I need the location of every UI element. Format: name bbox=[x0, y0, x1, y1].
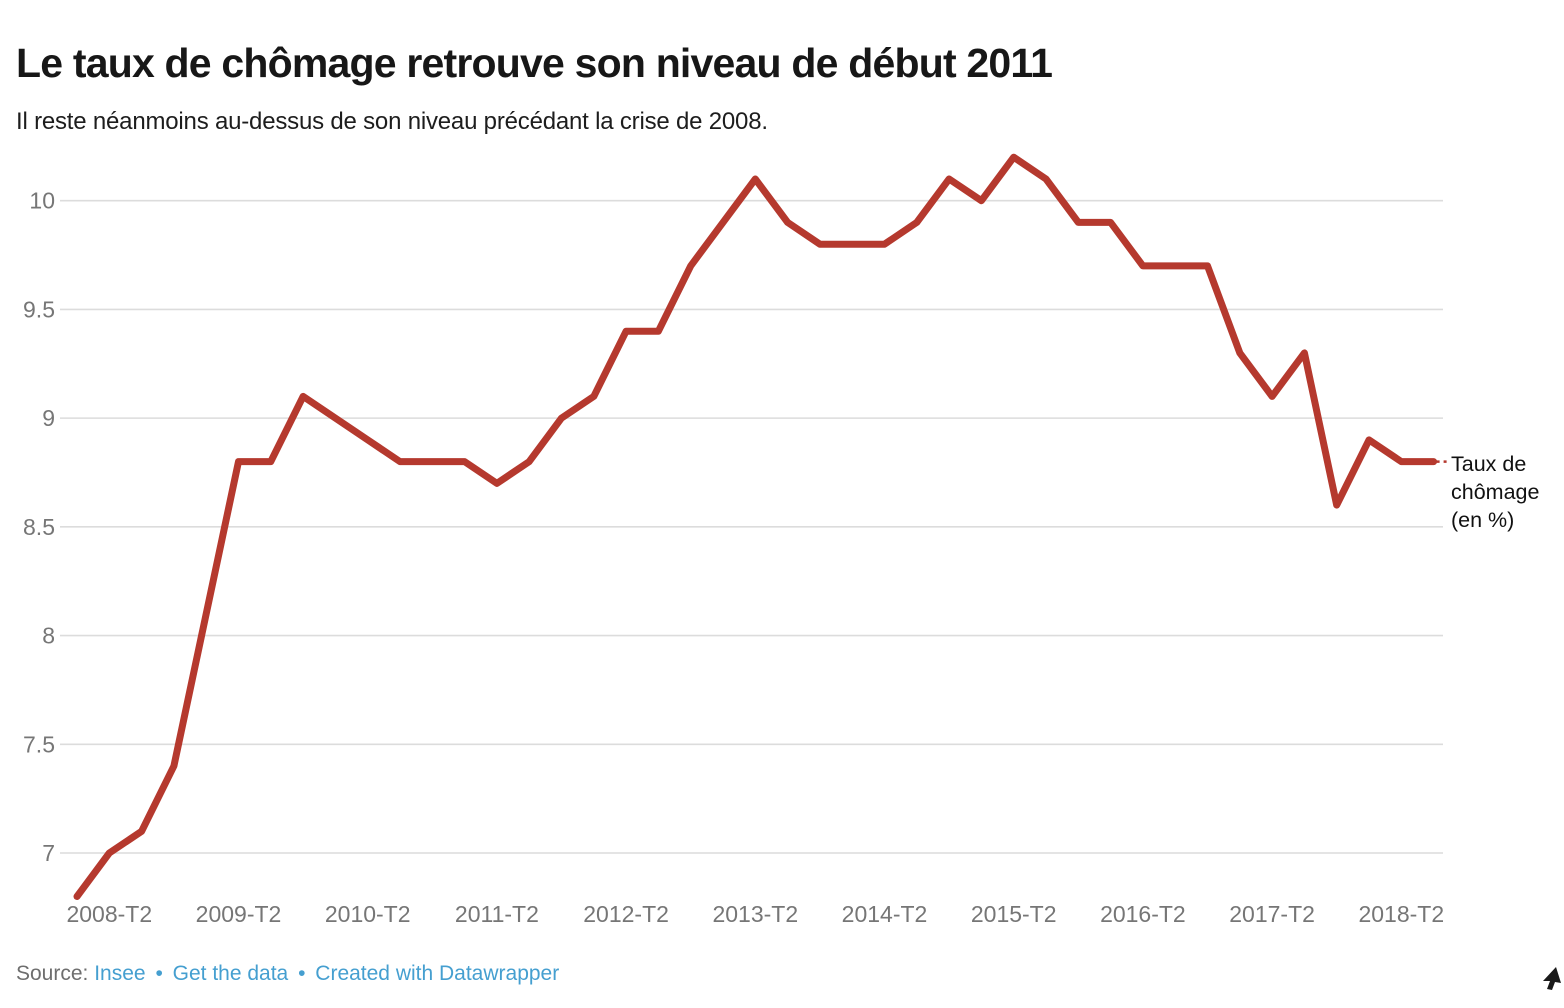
footer-separator-2: • bbox=[298, 962, 306, 985]
x-tick-label: 2008-T2 bbox=[66, 901, 152, 927]
x-tick-label: 2013-T2 bbox=[712, 901, 798, 927]
gridlines-layer bbox=[60, 199, 1443, 854]
x-tick-label: 2018-T2 bbox=[1358, 901, 1444, 927]
unemployment-line bbox=[73, 153, 1438, 900]
y-tick-label: 7 bbox=[42, 840, 55, 866]
get-the-data-link[interactable]: Get the data bbox=[172, 962, 289, 985]
y-tick-label: 8.5 bbox=[23, 514, 55, 540]
source-label: Source: bbox=[16, 962, 89, 985]
page-subtitle: Il reste néanmoins au-dessus de son nive… bbox=[16, 108, 768, 135]
x-tick-label: 2011-T2 bbox=[455, 901, 539, 927]
footer-separator: • bbox=[155, 962, 163, 985]
footer: Source: Insee • Get the data • Created w… bbox=[16, 962, 559, 986]
x-tick-label: 2016-T2 bbox=[1100, 901, 1186, 927]
x-tick-label: 2012-T2 bbox=[583, 901, 669, 927]
y-axis-labels: 7 7.5 8 8.5 9 9.5 10 bbox=[23, 188, 55, 866]
series-label: Taux de chômage (en %) bbox=[1451, 452, 1540, 532]
y-tick-label: 8 bbox=[42, 623, 55, 649]
y-tick-label: 7.5 bbox=[23, 731, 55, 757]
created-with-datawrapper-link[interactable]: Created with Datawrapper bbox=[315, 962, 560, 985]
x-tick-label: 2010-T2 bbox=[325, 901, 411, 927]
page-title: Le taux de chômage retrouve son niveau d… bbox=[16, 40, 1053, 87]
x-tick-label: 2014-T2 bbox=[842, 901, 928, 927]
x-axis-labels: 2008-T2 2009-T2 2010-T2 2011-T2 2012-T2 2013-… bbox=[66, 901, 1444, 927]
y-tick-label: 10 bbox=[29, 188, 55, 214]
x-tick-label: 2017-T2 bbox=[1229, 901, 1315, 927]
mouse-cursor-icon bbox=[1543, 967, 1561, 990]
y-tick-label: 9.5 bbox=[23, 296, 55, 322]
series-layer bbox=[73, 153, 1450, 900]
y-tick-label: 9 bbox=[42, 405, 55, 431]
source-link[interactable]: Insee bbox=[94, 962, 146, 985]
x-tick-label: 2009-T2 bbox=[196, 901, 282, 927]
x-tick-label: 2015-T2 bbox=[971, 901, 1057, 927]
